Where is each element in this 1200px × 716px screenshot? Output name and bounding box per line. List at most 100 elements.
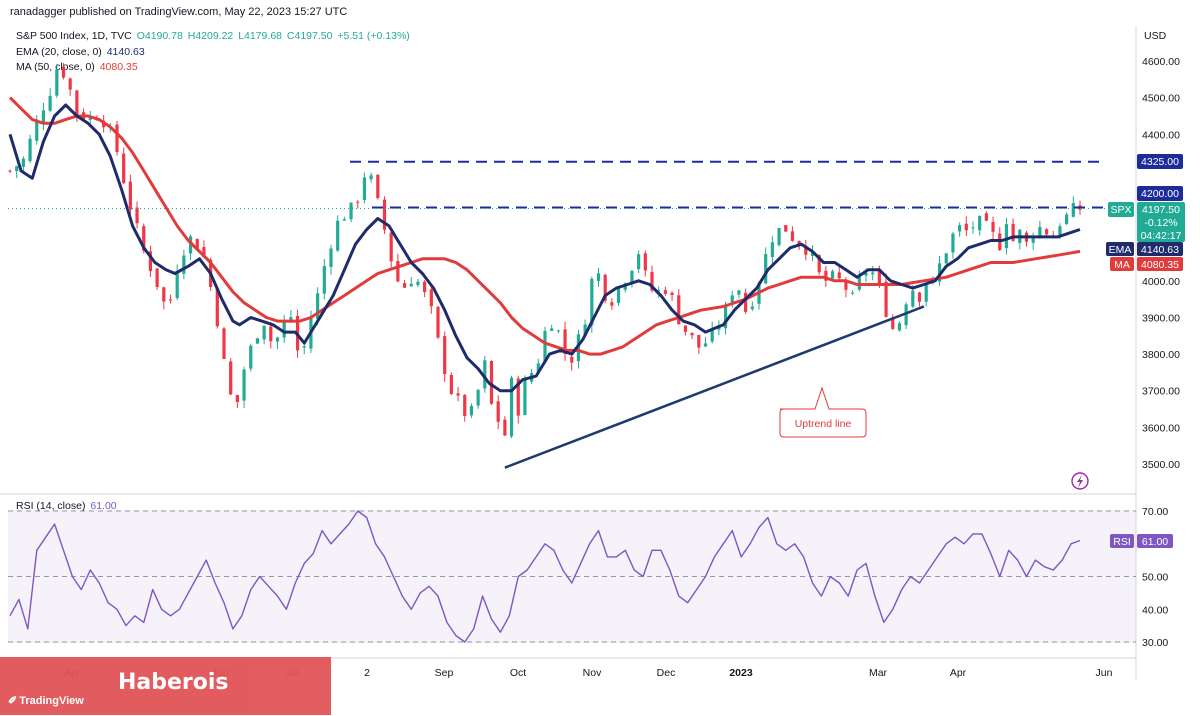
candle-body — [730, 295, 734, 304]
candle-body — [897, 323, 902, 331]
candle-body — [877, 271, 881, 284]
candle-body — [115, 124, 119, 153]
candle-body — [543, 330, 547, 363]
candle-body — [830, 271, 835, 279]
price-axis[interactable]: USD 3500.00 3600.00 3700.00 3800.00 3900.00 40… — [1142, 30, 1180, 471]
candle-body — [503, 419, 507, 436]
ema-tag-name: EMA — [1109, 244, 1132, 256]
rsi-legend[interactable]: RSI (14, close) 61.00 — [16, 500, 117, 512]
candle-body — [202, 247, 206, 258]
time-tick-label: Mar — [869, 667, 888, 679]
uptrend-line[interactable] — [504, 305, 925, 469]
price-tick-label: 4400.00 — [1142, 129, 1180, 141]
candle-body — [35, 119, 39, 141]
price-tick-label: 4600.00 — [1142, 56, 1180, 68]
open-value: O4190.78 — [136, 30, 183, 42]
candle-body — [8, 170, 12, 172]
tradingview-logo[interactable]: ✐ TradingView — [8, 694, 84, 707]
candle-body — [917, 292, 922, 302]
candle-body — [958, 225, 962, 232]
rsi-tick-label: 70.00 — [1142, 506, 1168, 518]
spx-countdown: 04:42:17 — [1141, 230, 1182, 242]
spx-tag[interactable]: SPX 4197.50 -0.12% 04:42:17 — [1108, 202, 1185, 242]
time-tick-label: Dec — [657, 667, 676, 679]
candle-body — [824, 270, 828, 281]
candle-body — [155, 268, 159, 287]
candle-body — [550, 328, 554, 331]
level-mid-tag[interactable]: 4200.00 — [1137, 186, 1183, 201]
candle-body — [971, 227, 975, 229]
ema-legend[interactable]: EMA (20, close, 0) 4140.63 — [16, 46, 145, 58]
time-tick-label: 2023 — [729, 667, 753, 679]
candle-body — [904, 304, 908, 326]
rsi-label: RSI (14, close) — [16, 500, 86, 512]
candle-body — [48, 95, 52, 111]
price-tick-label: 3500.00 — [1142, 459, 1180, 471]
symbol-legend: S&P 500 Index, 1D, TVC O4190.78 H4209.22… — [16, 30, 410, 42]
time-tick-label: Oct — [510, 667, 526, 679]
candle-body — [536, 363, 540, 373]
candle-body — [356, 201, 360, 203]
ma-legend-value: 4080.35 — [99, 61, 138, 73]
resistance-levels[interactable] — [8, 160, 1136, 209]
candle-body — [182, 255, 186, 274]
candle-body — [329, 248, 333, 267]
candle-body — [21, 158, 25, 167]
candle-body — [349, 202, 353, 220]
candle-body — [122, 153, 126, 184]
ema20-path — [8, 103, 1081, 393]
candle-body — [784, 225, 788, 232]
flash-icon[interactable] — [1071, 472, 1089, 490]
rsi-tag-value: 61.00 — [1142, 536, 1168, 548]
rsi-axis[interactable]: 30.00 40.00 50.00 70.00 — [8, 506, 1168, 649]
candle-body — [342, 219, 346, 221]
candle-body — [402, 283, 407, 288]
candle-body — [75, 90, 79, 115]
spx-change: -0.12% — [1144, 217, 1177, 229]
candle-body — [810, 252, 815, 256]
candle-body — [670, 292, 674, 296]
candle-body — [416, 281, 420, 286]
candle-body — [844, 279, 848, 290]
candle-body — [610, 302, 614, 306]
price-tick-label: 3800.00 — [1142, 349, 1180, 361]
candle-body — [269, 326, 273, 342]
candle-body — [188, 236, 193, 254]
candle-body — [523, 379, 527, 415]
candle-body — [764, 254, 768, 284]
price-tick-label: 4000.00 — [1142, 276, 1180, 288]
ema-legend-value: 4140.63 — [106, 46, 145, 58]
candle-body — [429, 289, 433, 307]
candle-body — [978, 216, 982, 231]
candle-body — [175, 271, 179, 299]
candle-body — [496, 401, 500, 422]
tradingview-label: TradingView — [19, 695, 84, 707]
rsi-tag[interactable]: RSI 61.00 — [1110, 534, 1173, 548]
candle-body — [817, 255, 821, 273]
level-high-tag[interactable]: 4325.00 — [1137, 154, 1183, 169]
candle-body — [837, 272, 841, 279]
brand-banner: Haberois ✐ TradingView — [0, 657, 331, 715]
candle-body — [469, 405, 474, 416]
candle-body — [322, 266, 326, 294]
candle-body — [657, 290, 661, 292]
candle-body — [362, 177, 367, 201]
spx-price: 4197.50 — [1142, 204, 1180, 216]
ema-tag[interactable]: EMA 4140.63 — [1106, 242, 1183, 256]
candle-body — [389, 232, 393, 262]
candle-body — [28, 138, 32, 162]
ma-tag[interactable]: MA 4080.35 — [1110, 257, 1183, 271]
candle-body — [215, 287, 219, 327]
candle-body — [142, 226, 146, 251]
symbol-name[interactable]: S&P 500 Index, 1D, TVC — [16, 30, 132, 42]
candle-body — [697, 334, 701, 348]
spx-name-box — [1108, 202, 1134, 217]
candle-body — [563, 329, 567, 354]
candle-body — [1031, 236, 1035, 243]
uptrend-callout[interactable]: Uptrend line — [779, 386, 867, 438]
candle-body — [369, 175, 373, 180]
candle-body — [88, 117, 92, 120]
ma-tag-value: 4080.35 — [1141, 259, 1179, 271]
ma-legend[interactable]: MA (50, close, 0) 4080.35 — [16, 61, 138, 73]
